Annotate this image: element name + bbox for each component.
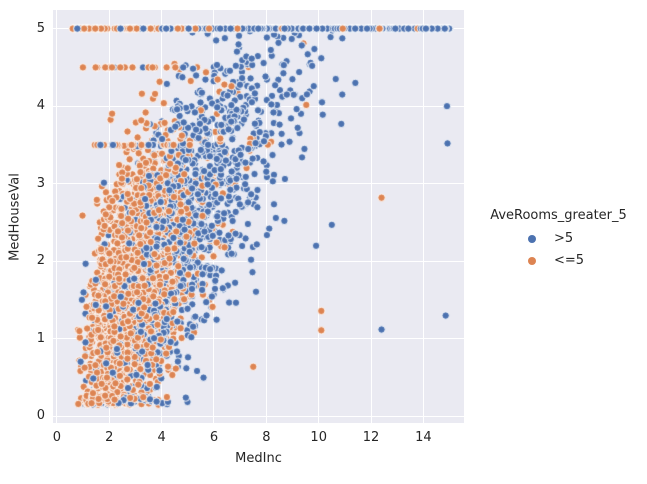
y-axis-label: MedHouseVal <box>7 172 23 261</box>
y-tick-label: 5 <box>36 20 45 36</box>
plot-area <box>53 10 464 423</box>
y-tick-label: 4 <box>36 98 45 114</box>
legend-item-gt5: >5 <box>470 228 647 250</box>
legend-marker-blue-icon <box>528 235 536 243</box>
legend-marker-orange-icon <box>528 257 536 265</box>
y-tick-label: 1 <box>36 330 45 346</box>
x-tick-label: 6 <box>209 430 219 445</box>
legend: AveRooms_greater_5 >5 <=5 <box>470 208 647 272</box>
x-axis-label: MedInc <box>235 451 282 466</box>
legend-item-label: >5 <box>554 231 574 246</box>
y-tick-label: 0 <box>36 408 45 424</box>
x-tick-label: 8 <box>262 430 271 445</box>
x-tick-label: 2 <box>105 430 114 445</box>
x-tick-label: 0 <box>52 430 62 445</box>
legend-item-lte5: <=5 <box>470 250 647 272</box>
legend-title: AveRooms_greater_5 <box>490 208 627 223</box>
y-tick-label: 2 <box>36 253 45 269</box>
scatter-points-layer <box>53 10 464 423</box>
x-tick-label: 10 <box>310 430 327 445</box>
x-tick-label: 4 <box>157 430 166 445</box>
x-tick-label: 12 <box>362 430 380 445</box>
x-tick-label: 14 <box>415 430 432 445</box>
y-tick-label: 3 <box>36 175 45 191</box>
legend-item-label: <=5 <box>554 253 585 268</box>
